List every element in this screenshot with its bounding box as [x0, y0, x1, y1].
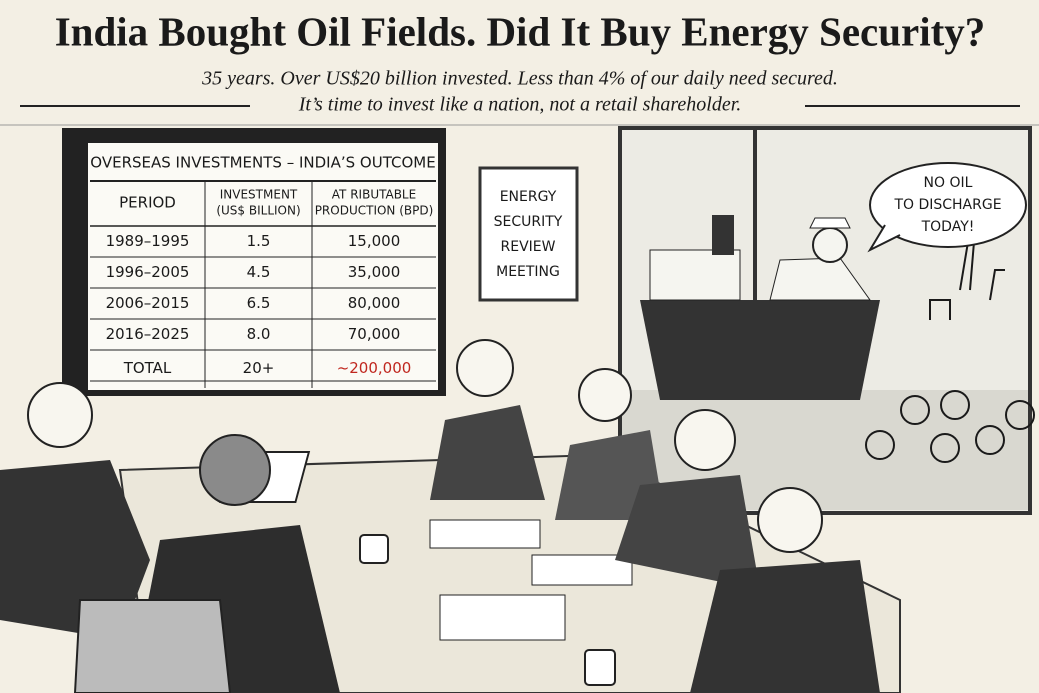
person: [1005, 400, 1035, 430]
mug: [359, 534, 389, 564]
table: OVERSEAS INVESTMENTS – INDIA’S OUTCOME PE…: [90, 154, 436, 388]
binder: [439, 594, 566, 641]
head: [674, 409, 736, 471]
bubble-tail: [867, 224, 901, 253]
sign-frame: [478, 166, 579, 302]
ship-bridge: [649, 249, 741, 301]
person: [940, 390, 970, 420]
papers: [429, 519, 541, 549]
head: [27, 382, 93, 448]
people: [0, 339, 880, 693]
presenter-suit: [430, 405, 545, 500]
column-header: INVESTMENT: [220, 188, 298, 202]
column-header: (US$ BILLION): [216, 204, 300, 218]
table-cell: 1989–1995: [106, 232, 190, 250]
head: [578, 368, 632, 422]
sign-text: REVIEW: [501, 239, 556, 255]
table-cell: 35,000: [348, 263, 401, 281]
person: [865, 430, 895, 460]
subtitle: It’s time to invest like a nation, not a…: [298, 94, 742, 116]
column-header: AT RIBUTABLE: [332, 188, 416, 202]
table-cell: 8.0: [247, 325, 271, 343]
chair: [73, 599, 232, 693]
speech-text: NO OIL TO DISCHARGE TODAY!: [893, 175, 1001, 235]
person: [930, 433, 960, 463]
table-cell: 2016–2025: [106, 325, 190, 343]
sign: ENERGY SECURITY REVIEW MEETING: [494, 189, 563, 280]
head: [757, 487, 823, 553]
table-cell: TOTAL: [123, 359, 172, 377]
subtitle: 35 years. Over US$20 billion invested. L…: [201, 68, 838, 90]
captain-cap: [809, 217, 851, 229]
speech-text: TODAY!: [921, 219, 975, 235]
ship-hull: [640, 300, 880, 400]
headline: India Bought Oil Fields. Did It Buy Ener…: [55, 8, 986, 54]
column-header: PRODUCTION (BPD): [315, 204, 434, 218]
suit: [690, 560, 880, 693]
table-cell: 1996–2005: [106, 263, 190, 281]
table-cell: 70,000: [348, 325, 401, 343]
sign-text: SECURITY: [494, 214, 563, 230]
table-cell: 4.5: [247, 263, 271, 281]
table-cell: 2006–2015: [106, 294, 190, 312]
head: [199, 434, 271, 506]
table-cell: 80,000: [348, 294, 401, 312]
speech-text: TO DISCHARGE: [893, 197, 1001, 213]
crowd: [865, 390, 1035, 463]
sign-text: ENERGY: [500, 189, 557, 205]
sign-text: MEETING: [496, 264, 560, 280]
captain-head: [812, 227, 848, 263]
person: [900, 395, 930, 425]
presenter-head: [456, 339, 514, 397]
mug: [584, 649, 616, 686]
screen: [88, 143, 438, 390]
table-cell: 20+: [243, 359, 275, 377]
table-cell: 1.5: [247, 232, 271, 250]
ship-funnel: [712, 215, 734, 255]
table-title: OVERSEAS INVESTMENTS – INDIA’S OUTCOME: [90, 154, 435, 172]
person: [975, 425, 1005, 455]
table-cell: ~200,000: [337, 359, 412, 377]
speech-bubble: [869, 162, 1027, 248]
table-cell: 15,000: [348, 232, 401, 250]
column-header: PERIOD: [119, 194, 176, 212]
table-cell: 6.5: [247, 294, 271, 312]
speech-text: NO OIL: [924, 175, 973, 191]
suit: [0, 460, 150, 640]
suit: [615, 475, 760, 590]
